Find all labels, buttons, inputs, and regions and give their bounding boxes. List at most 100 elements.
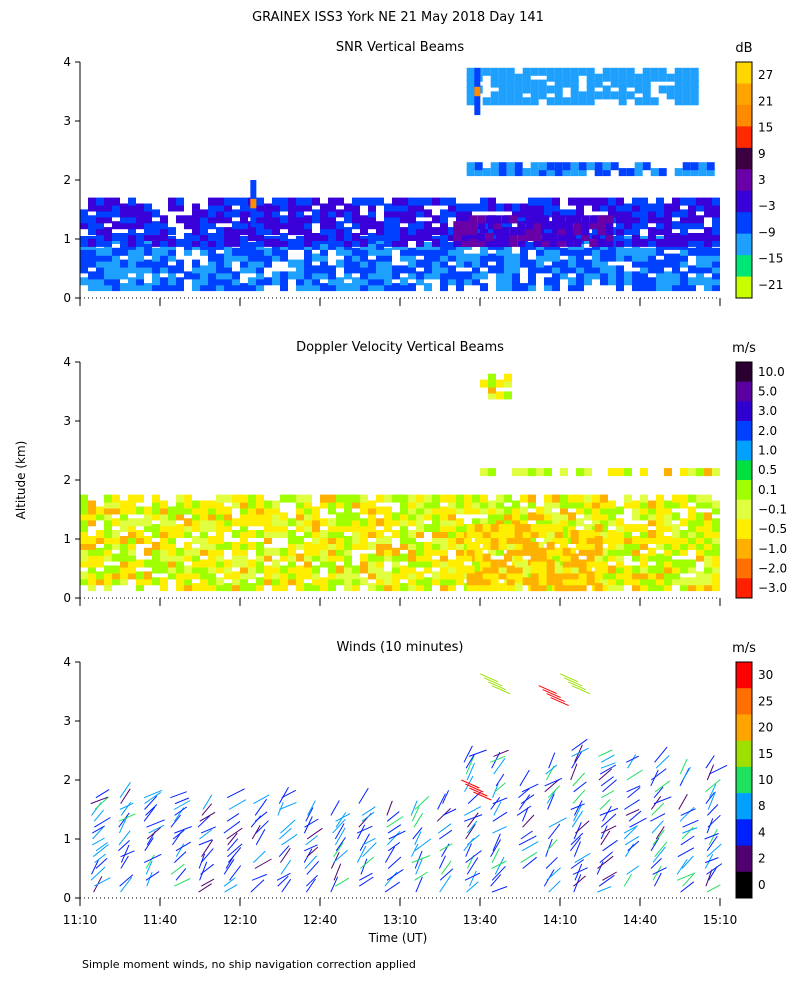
data-cell (104, 536, 112, 544)
data-cell (304, 565, 312, 574)
data-cell (192, 283, 200, 292)
data-cell (424, 241, 432, 250)
data-cell (586, 547, 595, 556)
data-cell (272, 277, 280, 286)
data-cell (704, 524, 712, 533)
wind-barb (520, 794, 535, 805)
data-cell (570, 565, 579, 574)
data-cell (352, 209, 360, 218)
data-cell (232, 253, 240, 262)
data-cell (304, 247, 312, 256)
data-cell (704, 247, 712, 256)
data-cell (704, 577, 712, 586)
wind-barb (200, 848, 214, 863)
data-cell (696, 541, 704, 550)
data-cell (573, 238, 582, 247)
data-cell (552, 536, 560, 544)
wind-barb (254, 811, 268, 822)
data-cell (688, 238, 696, 247)
data-cell (384, 238, 392, 247)
data-cell (96, 571, 104, 580)
data-cell (320, 203, 328, 212)
data-cell (632, 203, 640, 212)
data-cell (344, 209, 352, 218)
data-cell (656, 536, 664, 544)
data-cell (344, 215, 352, 224)
data-cell (344, 238, 352, 247)
data-cell (344, 500, 352, 509)
data-cell (80, 536, 88, 544)
wind-barb (492, 833, 501, 851)
data-cell (440, 253, 448, 262)
data-cell (168, 271, 176, 280)
data-cell (312, 209, 320, 218)
data-cell (392, 197, 400, 206)
data-cell (440, 571, 448, 580)
wind-barb (254, 798, 268, 816)
data-cell (232, 547, 240, 556)
wind-barb (143, 853, 162, 864)
data-cell (589, 215, 598, 224)
wind-barb (224, 884, 238, 893)
data-cell (176, 571, 184, 580)
data-cell (104, 247, 112, 256)
wind-barb (628, 810, 642, 822)
wind-barb (573, 781, 587, 793)
data-cell (514, 553, 523, 562)
data-cell (312, 553, 320, 562)
data-cell (506, 79, 515, 88)
wind-barb (145, 871, 160, 881)
data-cell (674, 79, 683, 88)
data-cell (512, 259, 520, 268)
data-cell (176, 524, 184, 533)
data-cell (496, 283, 504, 292)
data-cell (560, 265, 568, 274)
data-cell (624, 271, 632, 280)
wind-barb (173, 851, 187, 863)
data-cell (440, 233, 448, 241)
wind-barb (490, 755, 506, 763)
wind-barb (227, 838, 239, 852)
data-cell (648, 530, 656, 538)
data-cell (240, 283, 248, 292)
data-cell (610, 67, 619, 76)
data-cell (176, 530, 184, 538)
wind-barb (414, 838, 432, 852)
wind-barb (143, 789, 163, 799)
data-cell (472, 506, 480, 515)
data-cell (658, 85, 667, 94)
data-cell (336, 577, 344, 586)
data-cell (672, 524, 680, 533)
wind-barb (92, 827, 104, 840)
data-cell (272, 227, 280, 236)
data-cell (328, 541, 336, 550)
data-cell (664, 571, 672, 580)
data-cell (640, 530, 648, 538)
wind-barb (705, 792, 715, 804)
wind-barb (413, 813, 424, 828)
data-cell (280, 221, 288, 230)
data-cell (296, 241, 304, 250)
data-cell (240, 524, 248, 533)
data-cell (192, 500, 200, 509)
data-cell (472, 203, 480, 212)
data-cell (520, 559, 528, 568)
data-cell (80, 547, 88, 556)
data-cell (632, 253, 640, 262)
data-cell (634, 97, 643, 106)
data-cell (496, 247, 504, 256)
data-cell (482, 541, 491, 550)
data-cell (616, 565, 624, 574)
wind-barb (91, 859, 99, 875)
data-cell (618, 73, 627, 82)
data-cell (112, 553, 120, 562)
data-cell (512, 506, 520, 515)
data-cell (488, 221, 496, 230)
data-cell (328, 559, 336, 568)
data-cell (400, 227, 408, 236)
data-cell (144, 227, 152, 236)
data-cell (656, 221, 664, 230)
data-cell (440, 541, 448, 550)
data-cell (600, 518, 608, 527)
data-cell (501, 238, 510, 247)
